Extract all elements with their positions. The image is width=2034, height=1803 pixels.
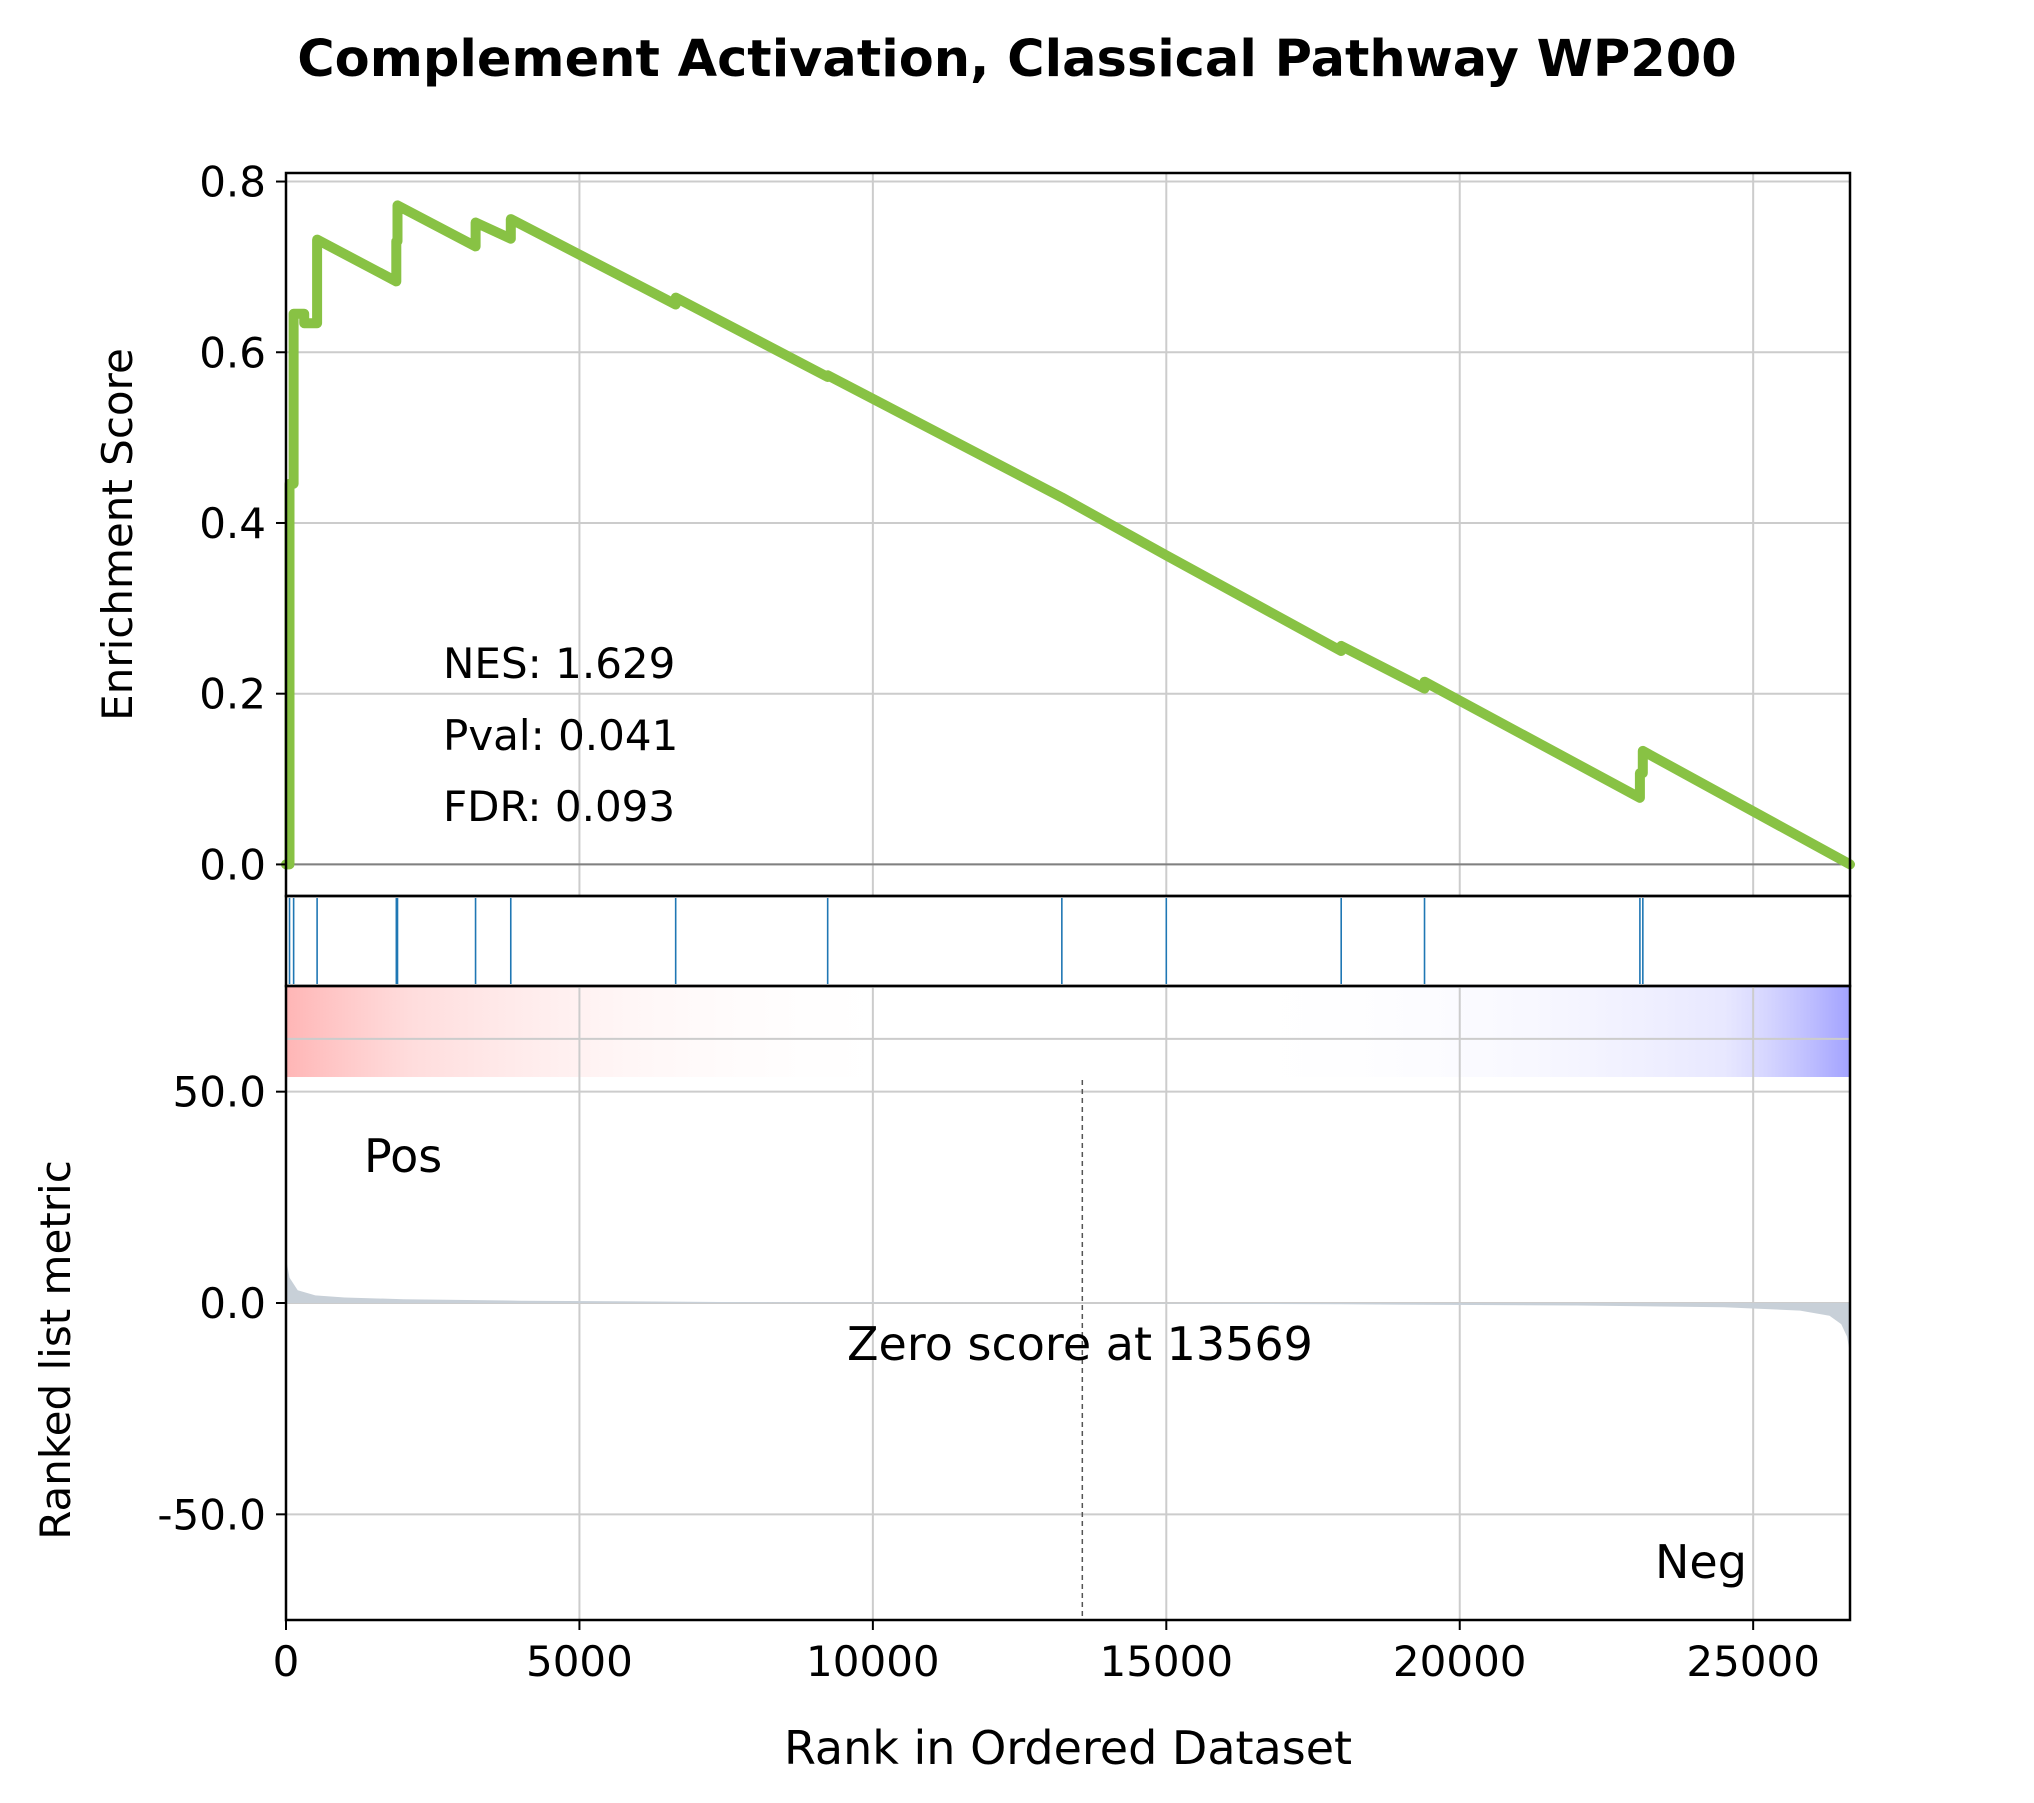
es-tick-label-4: 0.8: [199, 158, 266, 207]
x-axis-ticks: 0 5000 10000 15000 20000 25000: [273, 1620, 1820, 1686]
rm-tick-label-0: 50.0: [172, 1068, 266, 1117]
metric-y-axis-label: Ranked list metric: [31, 1160, 80, 1540]
nes-label: NES: 1.629: [443, 639, 675, 688]
enrichment-y-ticks: 0.0 0.2 0.4 0.6 0.8: [199, 158, 286, 889]
x-axis-label: Rank in Ordered Dataset: [784, 1721, 1352, 1775]
ranked-metric-panel: Zero score at 13569 Pos Neg 50.0 0.0 -50.0…: [31, 984, 1852, 1622]
metric-frame: [284, 984, 1852, 1622]
es-tick-label-0: 0.0: [199, 840, 266, 889]
x-tick-label-10000: 10000: [806, 1637, 940, 1686]
es-tick-label-1: 0.2: [199, 670, 266, 719]
pos-label: Pos: [364, 1129, 442, 1183]
x-tick-label-15000: 15000: [1099, 1637, 1233, 1686]
es-tick-label-2: 0.4: [199, 499, 266, 548]
es-tick-label-3: 0.6: [199, 328, 266, 377]
enrichment-y-axis-label: Enrichment Score: [93, 348, 142, 721]
chart-title: Complement Activation, Classical Pathway…: [297, 30, 1736, 89]
hit-lines: [288, 898, 1644, 984]
x-tick-label-0: 0: [273, 1637, 300, 1686]
x-tick-label-5000: 5000: [526, 1637, 633, 1686]
x-tick-label-25000: 25000: [1686, 1637, 1820, 1686]
hits-frame: [284, 894, 1852, 988]
x-tick-label-20000: 20000: [1393, 1637, 1527, 1686]
metric-y-ticks: 50.0 0.0 -50.0: [157, 1068, 286, 1539]
pval-label: Pval: 0.041: [443, 711, 678, 760]
fdr-label: FDR: 0.093: [443, 782, 675, 831]
stats-annotation: NES: 1.629 Pval: 0.041 FDR: 0.093: [443, 639, 678, 831]
hits-panel: [284, 894, 1852, 988]
zero-score-label: Zero score at 13569: [847, 1317, 1313, 1371]
enrichment-panel: 0.0 0.2 0.4 0.6 0.8 Enrichment Score NES: 1.…: [93, 158, 1855, 898]
rm-tick-label-1: 0.0: [199, 1279, 266, 1328]
neg-label: Neg: [1655, 1535, 1747, 1589]
rm-tick-label-2: -50.0: [157, 1490, 266, 1539]
enrichment-score-line: [281, 200, 1855, 870]
metric-gradient-band: [286, 986, 1850, 1077]
